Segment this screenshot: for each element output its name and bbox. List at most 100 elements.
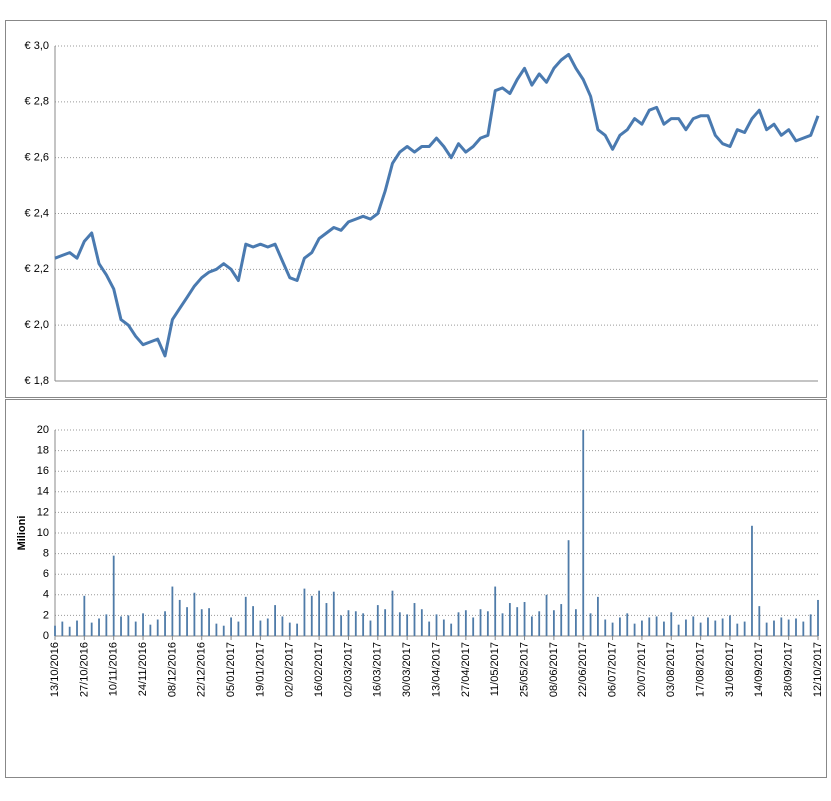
bar: [707, 617, 709, 636]
bar: [545, 594, 548, 636]
bar: [98, 618, 100, 636]
bar: [685, 619, 687, 636]
bar: [663, 621, 665, 636]
bar: [215, 623, 218, 636]
bar: [54, 625, 56, 636]
bar: [208, 608, 210, 636]
bar: [428, 621, 431, 636]
bar: [721, 618, 724, 636]
bar: [743, 621, 746, 636]
bar: [530, 616, 533, 636]
bar: [714, 620, 717, 636]
bar: [677, 624, 680, 636]
bar: [83, 595, 86, 636]
bar: [494, 586, 497, 636]
x-tick-label: 24/11/2016: [137, 642, 149, 696]
bar: [222, 625, 225, 636]
y-tick-label: 12: [37, 506, 49, 518]
bar: [457, 612, 460, 636]
bar: [398, 612, 401, 636]
y-tick-label: 2: [43, 609, 49, 621]
bar: [655, 616, 658, 636]
bar: [597, 596, 599, 636]
bar: [149, 624, 152, 636]
bar: [347, 610, 350, 636]
bar: [464, 610, 467, 636]
x-tick-label: 03/08/2017: [665, 642, 677, 697]
bar: [244, 596, 247, 636]
bar: [362, 613, 365, 636]
bar: [501, 613, 504, 636]
bar: [619, 617, 621, 636]
x-tick-label: 17/08/2017: [695, 642, 707, 697]
bar: [560, 604, 563, 636]
bar: [120, 616, 122, 636]
x-tick-label: 28/09/2017: [783, 642, 795, 697]
bar: [523, 602, 526, 636]
bar: [127, 615, 130, 636]
bar: [296, 623, 299, 636]
y-tick-label: € 2,2: [25, 263, 49, 275]
bar: [112, 555, 115, 636]
bar: [105, 614, 108, 636]
bar: [787, 619, 790, 636]
bar: [442, 619, 445, 636]
x-tick-label: 16/03/2017: [372, 642, 384, 697]
bar: [340, 615, 343, 636]
x-tick-label: 10/11/2016: [108, 642, 120, 696]
bar: [508, 603, 511, 636]
y-tick-label: 0: [43, 630, 49, 642]
bar: [288, 622, 291, 636]
bar: [736, 623, 739, 636]
bar: [186, 607, 188, 636]
bar: [479, 609, 482, 636]
x-tick-label: 12/10/2017: [812, 642, 824, 697]
x-tick-label: 27/10/2016: [78, 642, 90, 697]
price-panel: [5, 20, 827, 398]
x-tick-label: 13/10/2016: [49, 642, 61, 697]
bar: [538, 611, 541, 636]
bar: [142, 613, 144, 636]
bar: [274, 605, 276, 636]
price-line: [54, 52, 820, 358]
y-tick-label: 18: [37, 445, 49, 457]
bar: [237, 621, 240, 636]
bar: [281, 616, 284, 636]
bar: [435, 614, 438, 636]
bar: [325, 603, 328, 636]
bar: [164, 611, 166, 636]
bar: [369, 620, 372, 636]
bar: [802, 621, 805, 636]
x-tick-label: 16/02/2017: [313, 642, 325, 697]
x-tick-label: 05/01/2017: [225, 642, 237, 697]
bar: [450, 623, 453, 636]
bar: [633, 623, 636, 636]
y-tick-label: 10: [37, 527, 49, 539]
bar: [604, 619, 607, 636]
bar: [648, 617, 651, 636]
x-tick-label: 11/05/2017: [489, 642, 501, 696]
x-tick-label: 22/06/2017: [577, 642, 589, 697]
y-tick-label: € 2,6: [25, 152, 49, 164]
bar: [692, 616, 695, 636]
x-tick-label: 08/12/2016: [166, 642, 178, 697]
x-tick-label: 25/05/2017: [518, 642, 530, 697]
y-tick-label: € 2,8: [25, 96, 49, 108]
x-tick-label: 27/04/2017: [460, 642, 472, 697]
bar: [670, 612, 673, 636]
y-tick-label: 14: [37, 486, 49, 498]
bar: [486, 611, 489, 636]
y-tick-label: 20: [37, 424, 49, 436]
bar: [729, 615, 731, 636]
bar: [611, 622, 614, 636]
x-tick-label: 08/06/2017: [548, 642, 560, 697]
bar: [472, 617, 475, 636]
volume-panel: [5, 399, 827, 778]
bar: [61, 621, 64, 636]
bar: [90, 622, 93, 636]
bar: [574, 609, 577, 636]
bar: [641, 620, 643, 636]
bar: [765, 622, 768, 636]
bar: [626, 613, 629, 636]
y-tick-label: 8: [43, 548, 49, 560]
